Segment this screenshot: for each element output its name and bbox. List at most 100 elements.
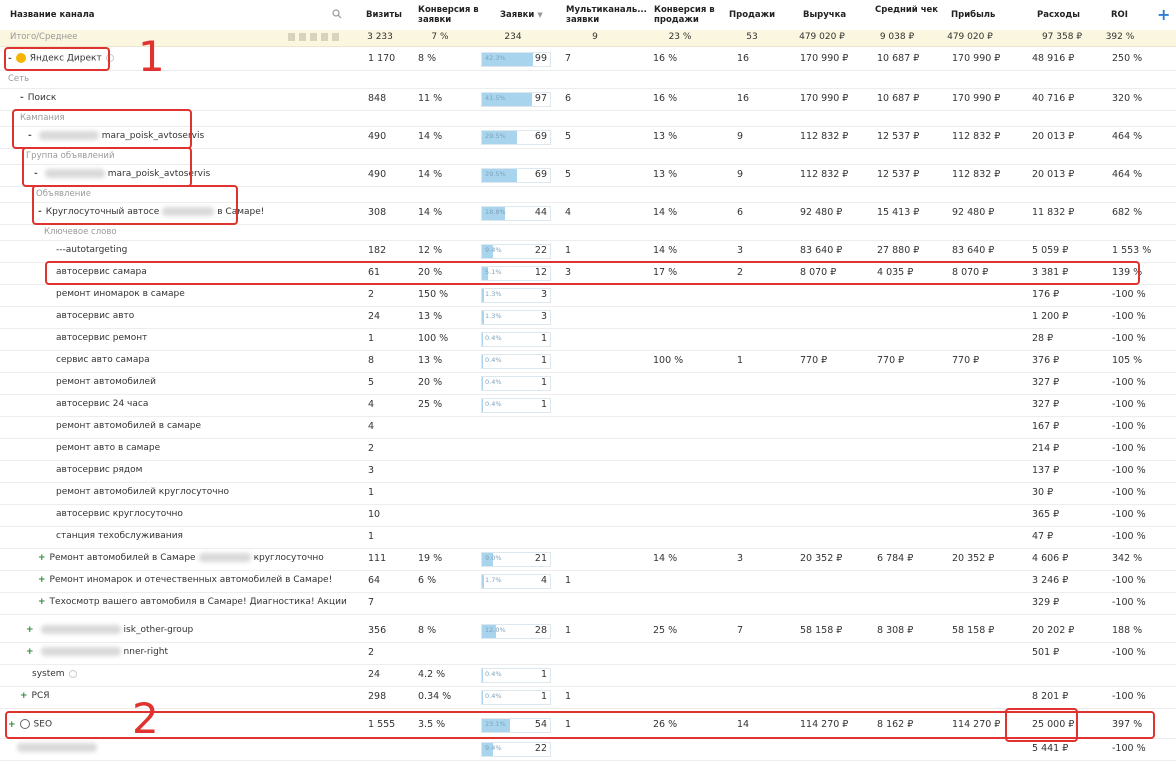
expand-toggle[interactable]: +	[26, 647, 34, 657]
cell: 4.2 %	[418, 669, 446, 680]
column-header[interactable]: Средний чек	[875, 5, 939, 15]
cell: 3.5 %	[418, 719, 446, 730]
totals-row: Итого/Среднее 3 233 7 % 234 9 23 % 53 479 020 ₽…	[0, 30, 1176, 47]
search-icon[interactable]	[332, 9, 342, 19]
cell: 112 832 ₽	[800, 169, 849, 180]
cell: 327 ₽	[1032, 377, 1060, 388]
column-header[interactable]: Выручка	[803, 10, 847, 20]
expand-toggle[interactable]: -	[38, 207, 42, 217]
cell: 8	[368, 355, 375, 366]
cell: 111	[368, 553, 387, 564]
table-header: Название канала Визиты Конверсия в заявки З…	[0, 0, 1176, 31]
cell: 10 687 ₽	[877, 53, 920, 64]
leads-share: 0.4%	[485, 670, 502, 678]
data-row: + isk_other-group 356 8 % 12.0% 28 1 25 % 7 58 15…	[0, 620, 1176, 643]
cell: 8 070 ₽	[800, 267, 837, 278]
leads-bar: 0.4% 1	[481, 332, 551, 347]
expand-toggle[interactable]: +	[8, 719, 16, 730]
cell: 83 640 ₽	[952, 245, 995, 256]
data-row: + nner-right 2 501 ₽ -100 %	[0, 642, 1176, 665]
expand-toggle[interactable]: -	[28, 131, 32, 141]
cell: 58 158 ₽	[800, 625, 843, 636]
row-name: - mara_poisk_avtoservis	[34, 169, 210, 179]
expand-toggle[interactable]: -	[8, 53, 12, 64]
expand-toggle[interactable]: +	[26, 625, 34, 635]
cell: 15 413 ₽	[877, 207, 920, 218]
column-header[interactable]: Расходы	[1037, 10, 1080, 20]
column-header[interactable]: Визиты	[366, 10, 402, 20]
column-header[interactable]: Прибыль	[951, 10, 996, 20]
cell: 9	[737, 169, 744, 180]
cell: 20 %	[418, 377, 443, 388]
row-label: ремонт автомобилей в самаре	[56, 421, 201, 431]
cell: 1	[737, 355, 744, 366]
cell: 5	[368, 377, 375, 388]
expand-toggle[interactable]: -	[20, 93, 24, 103]
row-name: + Ремонт иномарок и отечественных автомоб…	[38, 575, 332, 585]
row-label: РСЯ	[31, 691, 50, 701]
cell: 20 013 ₽	[1032, 131, 1075, 142]
cell: 6	[565, 93, 572, 104]
column-header[interactable]: ROI	[1111, 10, 1128, 20]
row-name: сервис авто самара	[56, 355, 150, 365]
leads-share: 0.4%	[485, 692, 502, 700]
column-header[interactable]: Конверсия в заявки	[418, 5, 479, 25]
cell: 3 246 ₽	[1032, 575, 1069, 586]
cell: 6	[737, 207, 744, 218]
row-name: + nner-right	[26, 647, 168, 657]
column-header[interactable]: Продажи	[729, 10, 776, 20]
highlight-box	[5, 711, 1155, 739]
cell: 170 990 ₽	[952, 53, 1001, 64]
cell: 14 %	[653, 245, 678, 256]
row-label: system	[32, 669, 65, 679]
cell: 308	[368, 207, 387, 218]
column-header[interactable]: Мультиканаль... заявки	[566, 5, 647, 25]
cell: 20 352 ₽	[800, 553, 843, 564]
expand-toggle[interactable]: +	[20, 691, 28, 701]
data-row: - Круглосуточный автосе в Самаре! 308 14 % 18…	[0, 202, 1176, 225]
data-row: автосервис ремонт 1 100 % 0.4% 1 28 ₽ -100 %	[0, 328, 1176, 351]
cell: 1 170	[368, 53, 396, 64]
data-row: ремонт авто в самаре 2 214 ₽ -100 %	[0, 438, 1176, 461]
column-header[interactable]: Название канала	[10, 10, 95, 20]
cell: 25 %	[418, 399, 443, 410]
cell: 365 ₽	[1032, 509, 1060, 520]
cell: 24	[368, 311, 381, 322]
cell: 8 %	[418, 625, 437, 636]
row-name: + isk_other-group	[26, 625, 193, 635]
expand-toggle[interactable]: +	[38, 553, 46, 563]
cell: 150 %	[418, 289, 449, 300]
annotation-number: 1	[138, 32, 165, 81]
row-name: + Техосмотр вашего автомобиля в Самаре! Д…	[38, 597, 347, 607]
blurred-text	[40, 647, 121, 656]
expand-toggle[interactable]: +	[38, 575, 46, 585]
cell: -100 %	[1112, 465, 1146, 476]
row-name: автосервис рядом	[56, 465, 142, 475]
cell: 682 %	[1112, 207, 1143, 218]
row-label: автосервис ремонт	[56, 333, 148, 343]
leads-bar-fill	[482, 207, 505, 220]
blurred-text	[198, 553, 251, 562]
leads-bar: 1.3% 3	[481, 310, 551, 325]
highlight-box	[12, 109, 192, 149]
leads-share: 9.0%	[485, 554, 502, 562]
totals-cell: 53	[746, 32, 758, 42]
row-name: станция техобслуживания	[56, 531, 183, 541]
leads-share: 0.4%	[485, 378, 502, 386]
cell: 12 537 ₽	[877, 169, 920, 180]
column-header[interactable]: Заявки ▼	[500, 10, 543, 20]
leads-count: 1	[540, 355, 547, 366]
cell: -100 %	[1112, 575, 1146, 586]
leads-share: 9.4%	[485, 246, 502, 254]
expand-toggle[interactable]: -	[34, 169, 38, 179]
expand-toggle[interactable]: +	[38, 597, 46, 607]
add-column-button[interactable]: +	[1157, 5, 1171, 24]
leads-bar: 41.5% 97	[481, 92, 551, 107]
cell: 40 716 ₽	[1032, 93, 1075, 104]
leads-bar: 1.7% 4	[481, 574, 551, 589]
totals-cell: 23 %	[668, 32, 692, 42]
cell: 58 158 ₽	[952, 625, 995, 636]
leads-share: 18.8%	[485, 208, 506, 216]
column-header[interactable]: Конверсия в продажи	[654, 5, 715, 25]
cell: 8 162 ₽	[877, 719, 914, 730]
